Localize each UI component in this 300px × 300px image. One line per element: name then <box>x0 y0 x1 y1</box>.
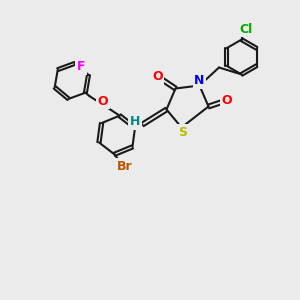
Text: N: N <box>194 74 205 88</box>
Text: S: S <box>178 125 188 139</box>
Text: O: O <box>152 70 163 83</box>
Text: Br: Br <box>117 160 133 173</box>
Text: F: F <box>77 60 85 74</box>
Text: Cl: Cl <box>239 22 253 36</box>
Text: O: O <box>221 94 232 107</box>
Text: O: O <box>98 95 108 108</box>
Text: H: H <box>130 115 140 128</box>
